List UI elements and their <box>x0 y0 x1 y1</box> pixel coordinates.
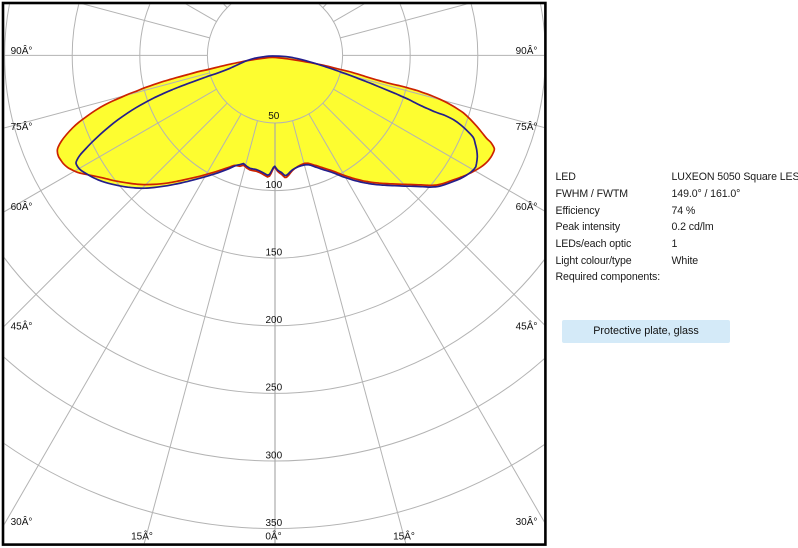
svg-text:90Â°: 90Â° <box>516 44 538 57</box>
svg-text:60Â°: 60Â° <box>11 200 33 213</box>
svg-text:30Â°: 30Â° <box>11 515 33 528</box>
svg-text:0Â°: 0Â° <box>265 529 281 542</box>
svg-text:75Â°: 75Â° <box>516 120 538 133</box>
svg-text:250: 250 <box>265 383 282 394</box>
svg-text:50: 50 <box>268 111 280 122</box>
svg-text:350: 350 <box>265 518 282 529</box>
svg-text:15Â°: 15Â° <box>393 529 415 542</box>
svg-text:45Â°: 45Â° <box>516 320 538 333</box>
svg-text:300: 300 <box>265 450 282 461</box>
svg-text:15Â°: 15Â° <box>131 529 153 542</box>
svg-text:45Â°: 45Â° <box>11 320 33 333</box>
svg-text:90Â°: 90Â° <box>11 44 33 57</box>
svg-text:150: 150 <box>265 248 282 259</box>
svg-text:100: 100 <box>265 180 282 191</box>
svg-text:60Â°: 60Â° <box>516 200 538 213</box>
svg-text:30Â°: 30Â° <box>516 515 538 528</box>
svg-text:75Â°: 75Â° <box>11 120 33 133</box>
svg-text:200: 200 <box>265 315 282 326</box>
